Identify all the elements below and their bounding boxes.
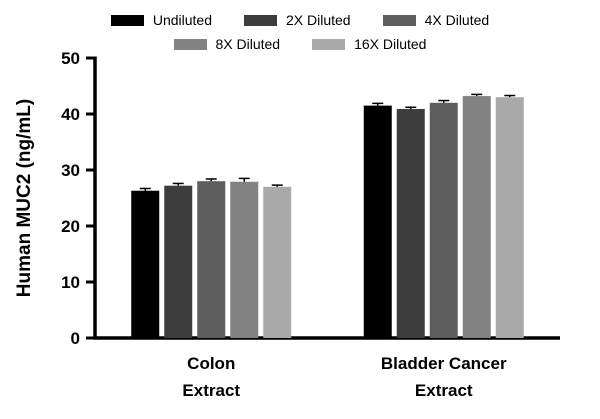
bar xyxy=(230,181,259,338)
bar xyxy=(131,190,160,338)
svg-text:40: 40 xyxy=(61,105,80,124)
svg-text:Extract: Extract xyxy=(415,381,473,400)
svg-text:20: 20 xyxy=(61,217,80,236)
svg-text:Human MUC2 (ng/mL): Human MUC2 (ng/mL) xyxy=(14,99,35,297)
svg-text:50: 50 xyxy=(61,49,80,68)
bar xyxy=(363,105,392,338)
svg-text:Extract: Extract xyxy=(182,381,240,400)
bar xyxy=(263,186,292,338)
bar xyxy=(164,185,193,338)
bar xyxy=(396,108,425,339)
svg-text:30: 30 xyxy=(61,161,80,180)
bar xyxy=(197,181,226,338)
svg-text:Colon: Colon xyxy=(187,354,235,373)
bar xyxy=(462,96,491,338)
svg-text:0: 0 xyxy=(71,329,80,348)
svg-text:Bladder Cancer: Bladder Cancer xyxy=(381,354,507,373)
svg-text:10: 10 xyxy=(61,273,80,292)
bar xyxy=(495,97,524,338)
bar xyxy=(429,102,458,338)
